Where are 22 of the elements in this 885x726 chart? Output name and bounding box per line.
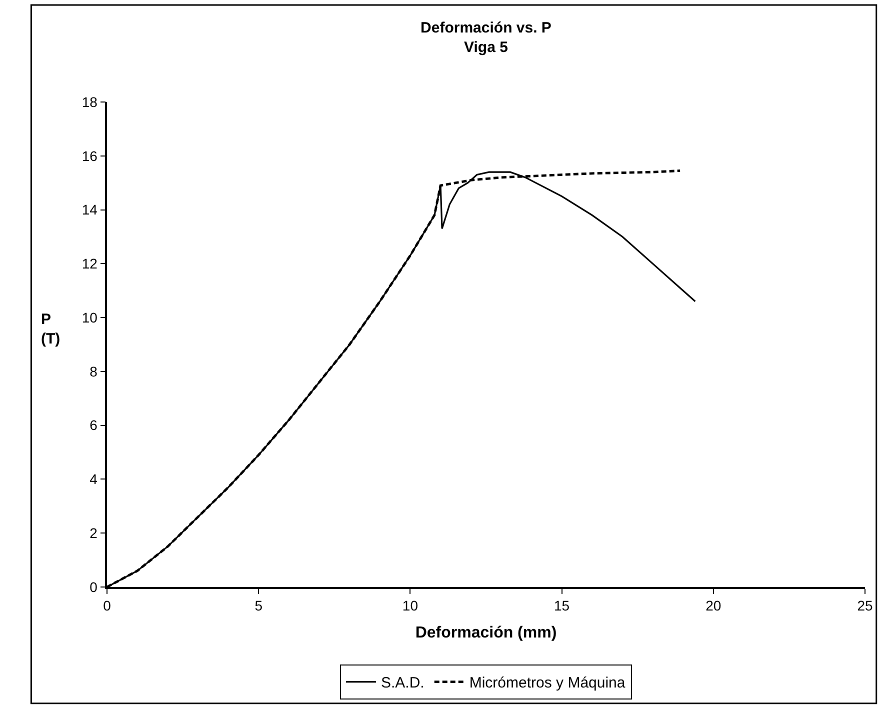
y-tick-label: 10 [82, 309, 98, 326]
chart-title: Deformación vs. P [420, 20, 552, 37]
x-tick-label: 0 [103, 598, 112, 614]
x-tick-label: 20 [706, 598, 722, 614]
y-tick-label: 2 [90, 525, 98, 542]
y-tick-label: 4 [90, 471, 98, 488]
x-tick-label: 10 [402, 598, 418, 614]
y-tick-label: 0 [90, 578, 98, 595]
legend-label: Micrómetros y Máquina [469, 674, 626, 692]
x-axis-title: Deformación (mm) [415, 624, 557, 642]
y-tick-label: 14 [82, 202, 98, 218]
x-tick-label: 5 [254, 598, 263, 614]
y-tick-label: 18 [82, 94, 98, 110]
y-axis-title: P (T) [41, 311, 60, 348]
x-tick-label: 25 [857, 598, 873, 614]
y-tick-label: 12 [82, 256, 98, 272]
y-tick-label: 16 [82, 148, 98, 164]
y-tick-label: 6 [90, 417, 98, 434]
x-tick-label: 15 [554, 598, 570, 614]
chart-subtitle: Viga 5 [464, 39, 508, 56]
y-tick-label: 8 [90, 363, 98, 380]
legend-label: S.A.D. [381, 674, 424, 692]
